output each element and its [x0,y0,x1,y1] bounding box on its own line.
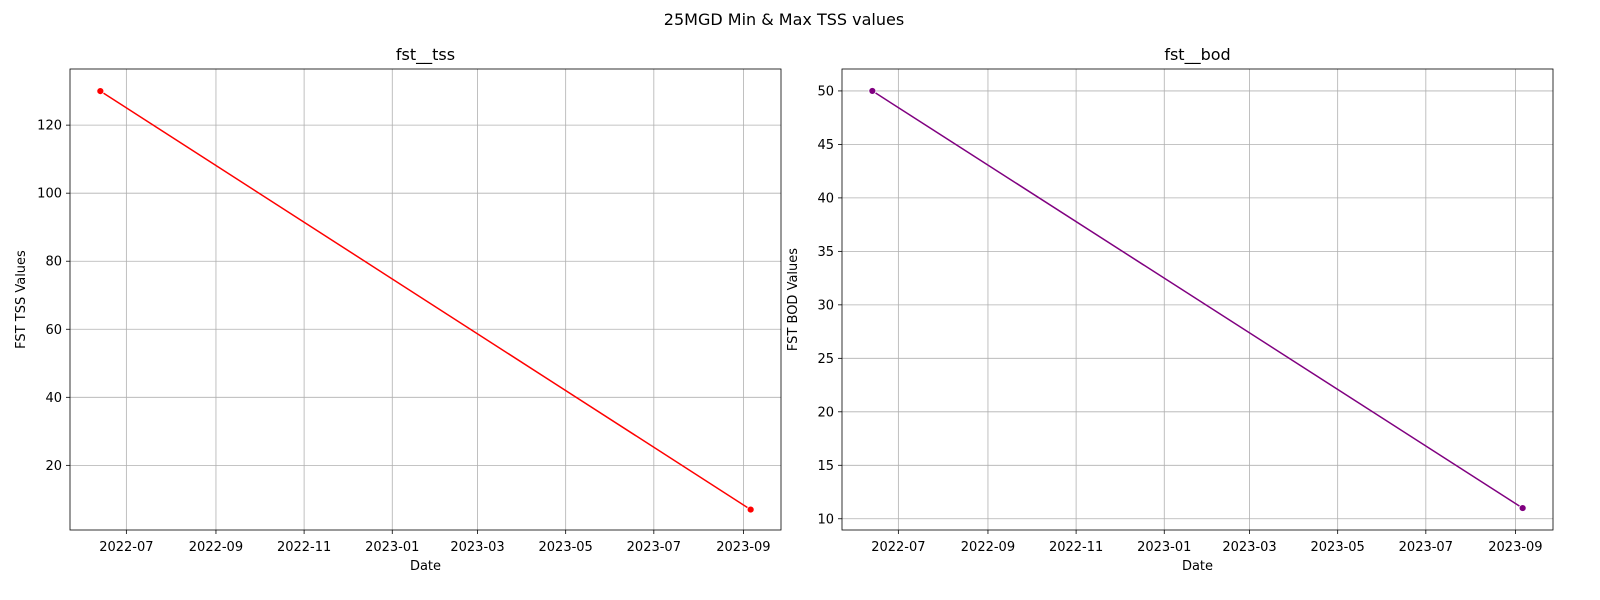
data-point [868,87,877,95]
x-tick-label-2023-01: 2023-01 [1137,540,1191,555]
x-tick-label-2022-07: 2022-07 [871,540,925,555]
y-tick-label-10: 10 [817,512,834,527]
x-tick-label-2023-07: 2023-07 [627,540,681,555]
y-tick-label-15: 15 [817,459,834,474]
x-axis-label: Date [410,559,441,574]
x-tick-label-2022-11: 2022-11 [1049,540,1103,555]
chart-title: fst__tss [396,45,455,65]
x-tick-label-2022-11: 2022-11 [277,540,331,555]
x-tick-label-2022-07: 2022-07 [99,540,153,555]
x-tick-label-2022-09: 2022-09 [961,540,1015,555]
y-tick-label-20: 20 [45,459,62,474]
x-axis-label: Date [1182,559,1213,574]
chart-title: fst__bod [1164,45,1230,65]
y-tick-label-35: 35 [817,245,834,260]
x-tick-label-2023-07: 2023-07 [1399,540,1453,555]
x-tick-label-2023-05: 2023-05 [1311,540,1365,555]
y-tick-label-120: 120 [37,119,62,134]
y-tick-label-30: 30 [817,298,834,313]
y-tick-label-40: 40 [45,391,62,406]
x-tick-label-2023-05: 2023-05 [539,540,593,555]
y-tick-label-60: 60 [45,323,62,338]
y-axis-label: FST BOD Values [786,248,801,351]
axes-frame [69,68,782,531]
y-tick-label-100: 100 [37,187,62,202]
y-axis-label: FST TSS Values [14,250,29,349]
y-tick-label-45: 45 [817,138,834,153]
y-tick-label-50: 50 [817,84,834,99]
x-tick-label-2023-01: 2023-01 [365,540,419,555]
x-tick-label-2023-09: 2023-09 [716,540,770,555]
y-tick-label-25: 25 [817,352,834,367]
chart-fst-tss: 2022-07 2022-09 2022-11 2023-01 2023-03 2023-… [14,45,782,574]
x-tick-label-2023-03: 2023-03 [1222,540,1276,555]
data-point [96,87,105,96]
series-line [871,90,1524,509]
chart-fst-bod: 2022-07 2022-09 2022-11 2023-01 2023-03 2023-… [786,45,1554,574]
y-tick-label-20: 20 [817,405,834,420]
x-tick-label-2023-03: 2023-03 [450,540,504,555]
data-point [1518,504,1527,512]
series-line [99,90,752,511]
data-point [746,505,755,514]
x-tick-label-2022-09: 2022-09 [189,540,243,555]
y-tick-label-80: 80 [45,255,62,270]
axes-frame [841,68,1554,531]
y-tick-label-40: 40 [817,191,834,206]
figure-title: 25MGD Min & Max TSS values [664,10,904,29]
x-tick-label-2023-09: 2023-09 [1488,540,1542,555]
